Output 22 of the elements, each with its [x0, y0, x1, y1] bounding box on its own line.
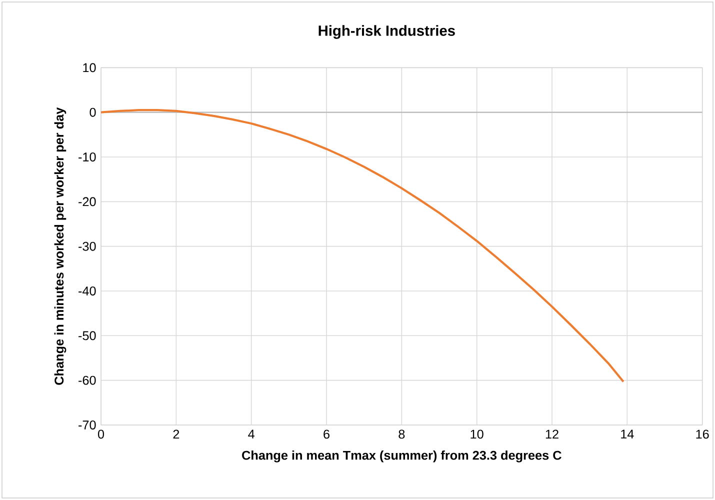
x-tick-label: 14	[621, 430, 634, 438]
y-tick-label: -50	[78, 331, 96, 340]
x-tick-label: 6	[324, 430, 330, 439]
line-series	[101, 109, 624, 383]
y-tick-label: 10	[83, 63, 96, 72]
y-tick-label: 0	[90, 108, 96, 117]
chart-title: High-risk Industries	[318, 25, 455, 39]
x-tick-label: 16	[696, 430, 709, 439]
x-tick-label: 10	[470, 430, 484, 439]
y-tick-label: -60	[78, 376, 96, 385]
x-tick-label: 0	[98, 430, 104, 439]
y-tick-label: -10	[78, 152, 96, 162]
y-axis-title: Change in minutes worked per worker per day	[54, 107, 66, 385]
x-tick-label: 2	[173, 430, 180, 439]
y-tick-label: -30	[78, 242, 96, 251]
x-axis-title: Change in mean Tmax (summer) from 23.3 degrees C	[242, 450, 562, 462]
x-tick-label: 4	[248, 430, 254, 438]
x-tick-label: 12	[546, 430, 558, 439]
y-tick-label: -70	[78, 420, 96, 430]
y-tick-label: -40	[78, 286, 96, 296]
x-tick-label: 8	[398, 430, 405, 439]
y-tick-label: -20	[78, 197, 96, 206]
